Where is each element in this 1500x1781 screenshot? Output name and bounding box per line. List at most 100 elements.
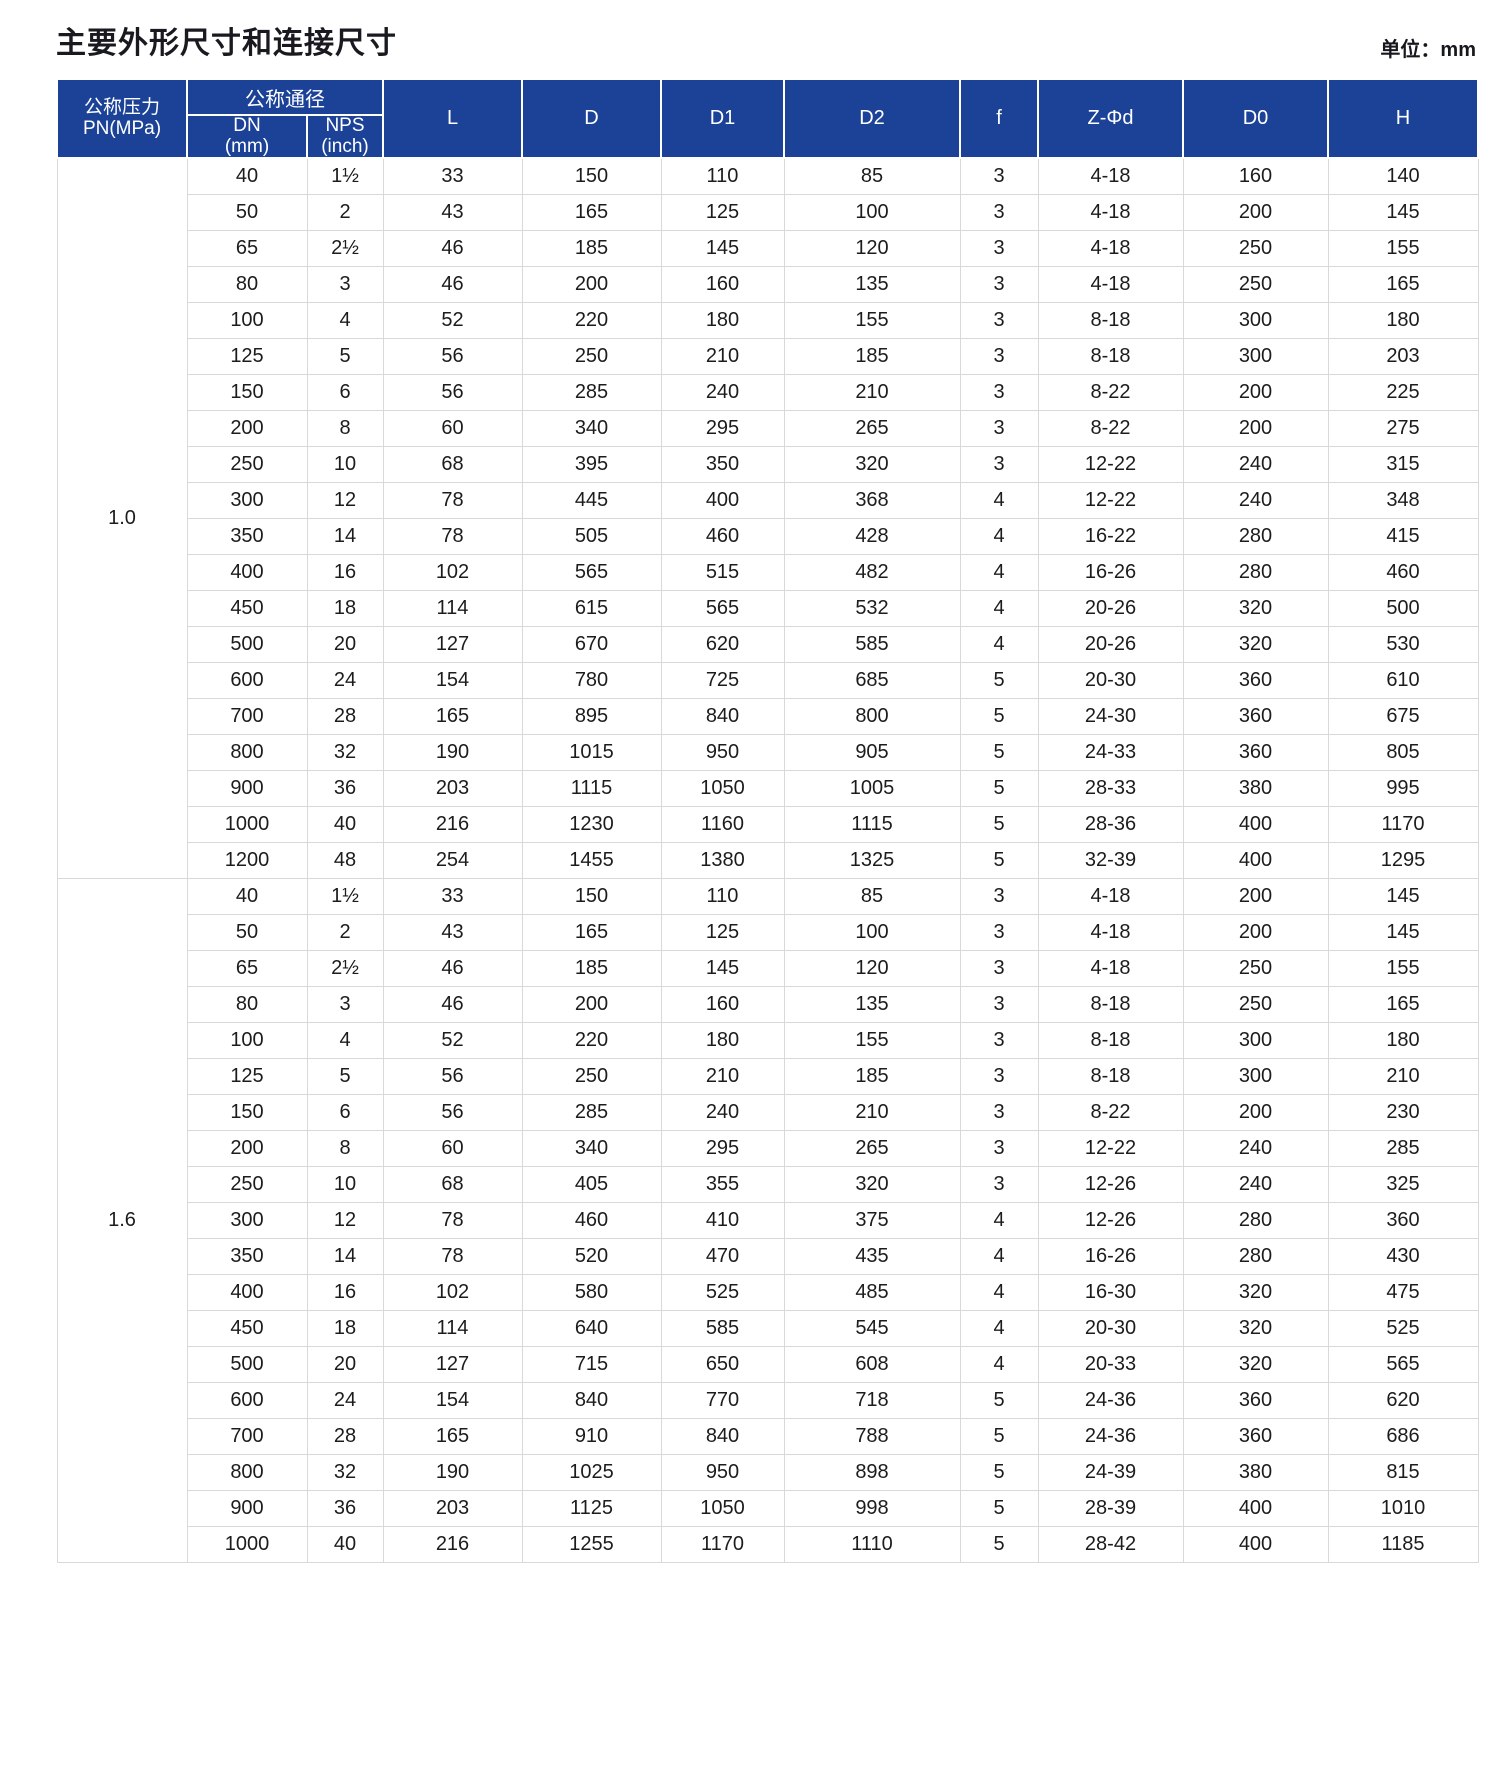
- cell-d2: 180: [660, 301, 785, 339]
- table-row: 50 2 43 165 125 100 3 4-18 200 145: [57, 193, 1479, 231]
- cell-d1: 520: [521, 1237, 662, 1275]
- cell-l: 18: [306, 589, 384, 627]
- cell-d1: 580: [521, 1273, 662, 1311]
- cell-f: 788: [783, 1417, 961, 1455]
- cell-d: 78: [382, 1201, 523, 1239]
- cell-z-phid: 3: [959, 229, 1039, 267]
- cell-d1: 185: [521, 949, 662, 987]
- cell-h: 400: [1182, 1525, 1329, 1563]
- cell-9: 995: [1327, 769, 1479, 807]
- cell-z-phid: 4: [959, 1345, 1039, 1383]
- table-row: 1200 48 254 1455 1380 1325 5 32-39 400 1295: [57, 841, 1479, 879]
- cell-f: 120: [783, 949, 961, 987]
- cell-d: 203: [382, 769, 523, 807]
- cell-nps: 125: [186, 337, 308, 375]
- cell-h: 200: [1182, 913, 1329, 951]
- cell-d: 216: [382, 1525, 523, 1563]
- cell-d0: 4-18: [1037, 229, 1184, 267]
- table-row: 800 32 190 1025 950 898 5 24-39 380 815: [57, 1453, 1479, 1491]
- cell-d1: 340: [521, 1129, 662, 1167]
- cell-d0: 8-22: [1037, 409, 1184, 447]
- cell-d0: 4-18: [1037, 193, 1184, 231]
- cell-f: 185: [783, 337, 961, 375]
- cell-l: 1½: [306, 157, 384, 195]
- cell-d: 46: [382, 229, 523, 267]
- dn-unit: (mm): [224, 135, 270, 157]
- cell-z-phid: 4: [959, 1237, 1039, 1275]
- cell-d2: 295: [660, 409, 785, 447]
- cell-z-phid: 4: [959, 517, 1039, 555]
- cell-f: 428: [783, 517, 961, 555]
- cell-z-phid: 3: [959, 1021, 1039, 1059]
- table-row: 150 6 56 285 240 210 3 8-22 200 225: [57, 373, 1479, 411]
- cell-d0: 12-26: [1037, 1165, 1184, 1203]
- cell-d2: 125: [660, 193, 785, 231]
- cell-d1: 895: [521, 697, 662, 735]
- cell-nps: 50: [186, 913, 308, 951]
- cell-d: 127: [382, 625, 523, 663]
- table-row: 900 36 203 1125 1050 998 5 28-39 400 1010: [57, 1489, 1479, 1527]
- cell-d0: 20-30: [1037, 1309, 1184, 1347]
- cell-9: 565: [1327, 1345, 1479, 1383]
- cell-9: 145: [1327, 877, 1479, 915]
- cell-z-phid: 3: [959, 337, 1039, 375]
- col-header-D: D: [521, 77, 662, 160]
- cell-f: 210: [783, 1093, 961, 1131]
- cell-d2: 1050: [660, 1489, 785, 1527]
- cell-9: 1185: [1327, 1525, 1479, 1563]
- cell-nps: 500: [186, 1345, 308, 1383]
- cell-9: 210: [1327, 1057, 1479, 1095]
- cell-d0: 28-39: [1037, 1489, 1184, 1527]
- cell-d1: 1015: [521, 733, 662, 771]
- cell-nps: 350: [186, 517, 308, 555]
- cell-d0: 28-42: [1037, 1525, 1184, 1563]
- table-row: 80 3 46 200 160 135 3 4-18 250 165: [57, 265, 1479, 303]
- cell-d0: 12-22: [1037, 1129, 1184, 1167]
- cell-f: 100: [783, 193, 961, 231]
- cell-d: 216: [382, 805, 523, 843]
- cell-z-phid: 3: [959, 877, 1039, 915]
- table-row: 600 24 154 840 770 718 5 24-36 360 620: [57, 1381, 1479, 1419]
- table-row: 1000 40 216 1230 1160 1115 5 28-36 400 1170: [57, 805, 1479, 843]
- cell-l: 4: [306, 301, 384, 339]
- cell-9: 155: [1327, 229, 1479, 267]
- col-header-pressure: 公称压力 PN(MPa): [56, 77, 188, 160]
- cell-d2: 650: [660, 1345, 785, 1383]
- cell-9: 203: [1327, 337, 1479, 375]
- cell-l: 6: [306, 373, 384, 411]
- cell-h: 240: [1182, 445, 1329, 483]
- table-row: 125 5 56 250 210 185 3 8-18 300 210: [57, 1057, 1479, 1095]
- cell-z-phid: 3: [959, 445, 1039, 483]
- table-body: 1.0 40 1½ 33 150 110 85 3 4-18 160 140 50 2 43 165 125 1…: [56, 157, 1479, 1563]
- cell-f: 685: [783, 661, 961, 699]
- cell-d0: 12-22: [1037, 481, 1184, 519]
- cell-d2: 460: [660, 517, 785, 555]
- cell-d2: 210: [660, 1057, 785, 1095]
- cell-h: 240: [1182, 481, 1329, 519]
- cell-9: 180: [1327, 1021, 1479, 1059]
- cell-z-phid: 3: [959, 949, 1039, 987]
- cell-d2: 1050: [660, 769, 785, 807]
- cell-d: 60: [382, 409, 523, 447]
- cell-9: 525: [1327, 1309, 1479, 1347]
- cell-h: 320: [1182, 1309, 1329, 1347]
- cell-9: 285: [1327, 1129, 1479, 1167]
- cell-9: 1170: [1327, 805, 1479, 843]
- cell-nps: 1200: [186, 841, 308, 879]
- table-row: 1.0 40 1½ 33 150 110 85 3 4-18 160 140: [56, 157, 1479, 879]
- cell-9: 675: [1327, 697, 1479, 735]
- cell-d0: 16-22: [1037, 517, 1184, 555]
- cell-d2: 400: [660, 481, 785, 519]
- cell-h: 300: [1182, 337, 1329, 375]
- cell-f: 155: [783, 1021, 961, 1059]
- cell-9: 275: [1327, 409, 1479, 447]
- cell-d0: 32-39: [1037, 841, 1184, 879]
- cell-f: 1325: [783, 841, 961, 879]
- cell-d: 46: [382, 265, 523, 303]
- cell-d2: 160: [660, 985, 785, 1023]
- cell-d0: 24-30: [1037, 697, 1184, 735]
- cell-z-phid: 4: [959, 625, 1039, 663]
- cell-d1: 405: [521, 1165, 662, 1203]
- cell-f: 898: [783, 1453, 961, 1491]
- cell-d0: 16-26: [1037, 1237, 1184, 1275]
